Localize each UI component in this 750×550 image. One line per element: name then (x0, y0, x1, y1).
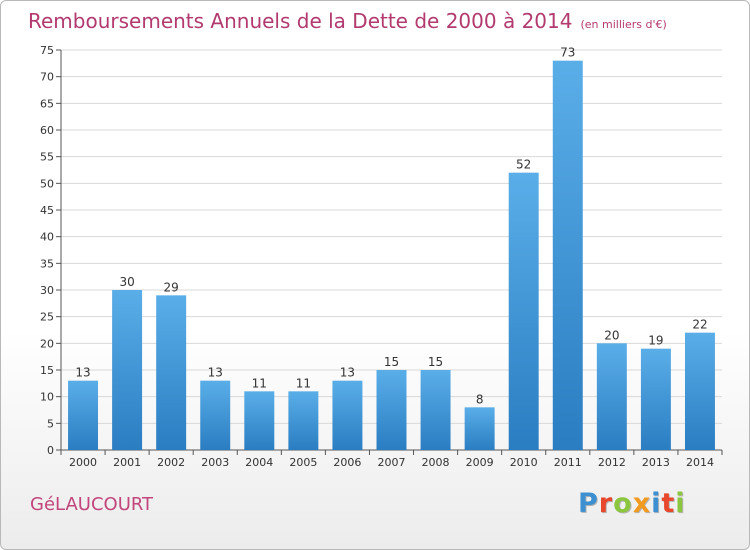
logo-letter: t (661, 488, 676, 519)
logo-letter: i (675, 488, 686, 519)
bar-value-label: 15 (428, 355, 443, 369)
x-tick-label: 2009 (466, 456, 494, 469)
bar (244, 391, 275, 450)
bar-value-label: 73 (560, 46, 575, 60)
x-tick-label: 2005 (289, 456, 317, 469)
x-tick-label: 2007 (378, 456, 406, 469)
chart-title-text: Remboursements Annuels de la Dette de 20… (28, 9, 573, 33)
bar-value-label: 19 (648, 334, 663, 348)
bar (552, 60, 583, 451)
bar (156, 295, 187, 450)
bar (288, 391, 319, 450)
y-tick-label: 70 (40, 71, 54, 84)
bar (464, 407, 495, 450)
bar (508, 172, 539, 450)
x-tick-label: 2003 (201, 456, 229, 469)
y-tick-label: 75 (40, 44, 54, 57)
chart-title: Remboursements Annuels de la Dette de 20… (28, 9, 667, 33)
x-tick-label: 2008 (422, 456, 450, 469)
x-tick-label: 2001 (113, 456, 141, 469)
y-tick-label: 30 (40, 284, 54, 297)
y-tick-label: 40 (40, 231, 54, 244)
bar-value-label: 20 (604, 328, 619, 342)
y-tick-label: 0 (47, 444, 54, 457)
y-tick-label: 25 (40, 311, 54, 324)
x-tick-label: 2002 (157, 456, 185, 469)
bar-value-label: 29 (164, 280, 179, 294)
y-tick-label: 35 (40, 257, 54, 270)
y-tick-label: 60 (40, 124, 54, 137)
bar-value-label: 30 (119, 275, 134, 289)
bar (112, 290, 143, 450)
x-tick-label: 2010 (510, 456, 538, 469)
x-tick-label: 2004 (245, 456, 273, 469)
bar (596, 343, 627, 450)
commune-name: GéLAUCOURT (30, 494, 154, 515)
bar-value-label: 11 (252, 376, 267, 390)
x-tick-label: 2011 (554, 456, 582, 469)
logo-letter: P (578, 488, 599, 519)
bar-value-label: 22 (692, 318, 707, 332)
x-tick-label: 2012 (598, 456, 626, 469)
logo-letter: o (613, 488, 633, 519)
bar-value-label: 11 (296, 376, 311, 390)
logo-letter: i (651, 488, 662, 519)
y-tick-label: 10 (40, 391, 54, 404)
proxiti-logo: Proxiti (578, 488, 686, 519)
logo-letter: r (598, 488, 614, 519)
x-tick-label: 2013 (642, 456, 670, 469)
y-tick-label: 50 (40, 177, 54, 190)
y-tick-label: 5 (47, 417, 54, 430)
chart-subtitle: (en milliers d'€) (580, 18, 667, 31)
y-tick-label: 45 (40, 204, 54, 217)
bar (332, 380, 363, 450)
x-tick-label: 2000 (69, 456, 97, 469)
bar (420, 370, 451, 450)
bar-value-label: 15 (384, 355, 399, 369)
bar-value-label: 8 (476, 392, 484, 406)
x-tick-label: 2014 (686, 456, 714, 469)
bar (684, 332, 715, 450)
bar (640, 348, 671, 450)
y-tick-label: 65 (40, 97, 54, 110)
y-tick-label: 55 (40, 151, 54, 164)
y-tick-label: 20 (40, 337, 54, 350)
bar-value-label: 13 (208, 366, 223, 380)
x-tick-label: 2006 (333, 456, 361, 469)
bar (376, 370, 407, 450)
bar (68, 380, 99, 450)
logo-letter: x (632, 488, 652, 519)
bar-value-label: 13 (75, 366, 90, 380)
bar-value-label: 13 (340, 366, 355, 380)
bar-value-label: 52 (516, 158, 531, 172)
bar (200, 380, 231, 450)
y-tick-label: 15 (40, 364, 54, 377)
